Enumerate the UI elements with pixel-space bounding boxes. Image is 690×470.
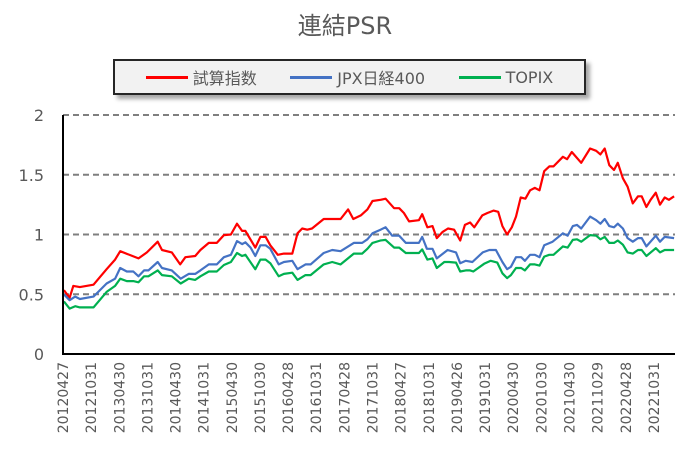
- x-tick-label: 20190426: [450, 362, 466, 433]
- series-line-1: [63, 215, 675, 302]
- x-tick-label: 20170428: [337, 362, 353, 433]
- x-tick-label: 20180427: [394, 362, 410, 433]
- legend-label-topix: TOPIX: [505, 67, 554, 87]
- y-tick-label: 2: [34, 106, 44, 125]
- legend-label-shisan: 試算指数: [192, 69, 257, 88]
- x-tick-label: 20191031: [478, 362, 494, 433]
- x-tick-label: 20181031: [422, 362, 438, 433]
- x-tick-label: 20151030: [253, 362, 269, 433]
- x-tick-label: 20171031: [366, 362, 382, 433]
- y-tick-label: 1: [34, 226, 44, 245]
- y-tick-label: 0: [34, 345, 44, 364]
- legend-label-jpx400: JPX日経400: [337, 69, 426, 88]
- x-tick-label: 20141031: [197, 362, 213, 433]
- x-tick-label: 20200430: [506, 362, 522, 433]
- series-line-2: [63, 234, 675, 310]
- chart-title: 連結PSR: [297, 12, 393, 40]
- x-tick-label: 20210430: [562, 362, 578, 433]
- x-tick-label: 20131031: [140, 362, 156, 433]
- x-tick-label: 20201030: [534, 362, 550, 433]
- series-line-0: [63, 147, 675, 299]
- legend-item-topix: TOPIX: [458, 67, 554, 87]
- legend-swatch-jpx400: [290, 75, 333, 79]
- legend-item-shisan: 試算指数: [145, 65, 257, 89]
- legend-swatch-topix: [458, 75, 501, 79]
- legend-swatch-shisan: [145, 75, 188, 79]
- legend: 試算指数 JPX日経400 TOPIX: [113, 59, 586, 95]
- y-tick-label: 0.5: [19, 285, 44, 304]
- legend-item-jpx400: JPX日経400: [290, 65, 425, 89]
- x-tick-label: 20140430: [169, 362, 185, 433]
- x-tick-label: 20121031: [84, 362, 100, 433]
- x-tick-label: 20130430: [112, 362, 128, 433]
- x-tick-label: 20160428: [281, 362, 297, 433]
- y-tick-label: 1.5: [19, 166, 44, 185]
- x-tick-label: 20120427: [56, 362, 72, 433]
- x-tick-label: 20220428: [619, 362, 635, 433]
- x-tick-label: 20161031: [309, 362, 325, 433]
- x-tick-label: 20211029: [591, 362, 607, 433]
- x-tick-label: 20150430: [225, 362, 241, 433]
- x-tick-label: 20221031: [647, 362, 663, 433]
